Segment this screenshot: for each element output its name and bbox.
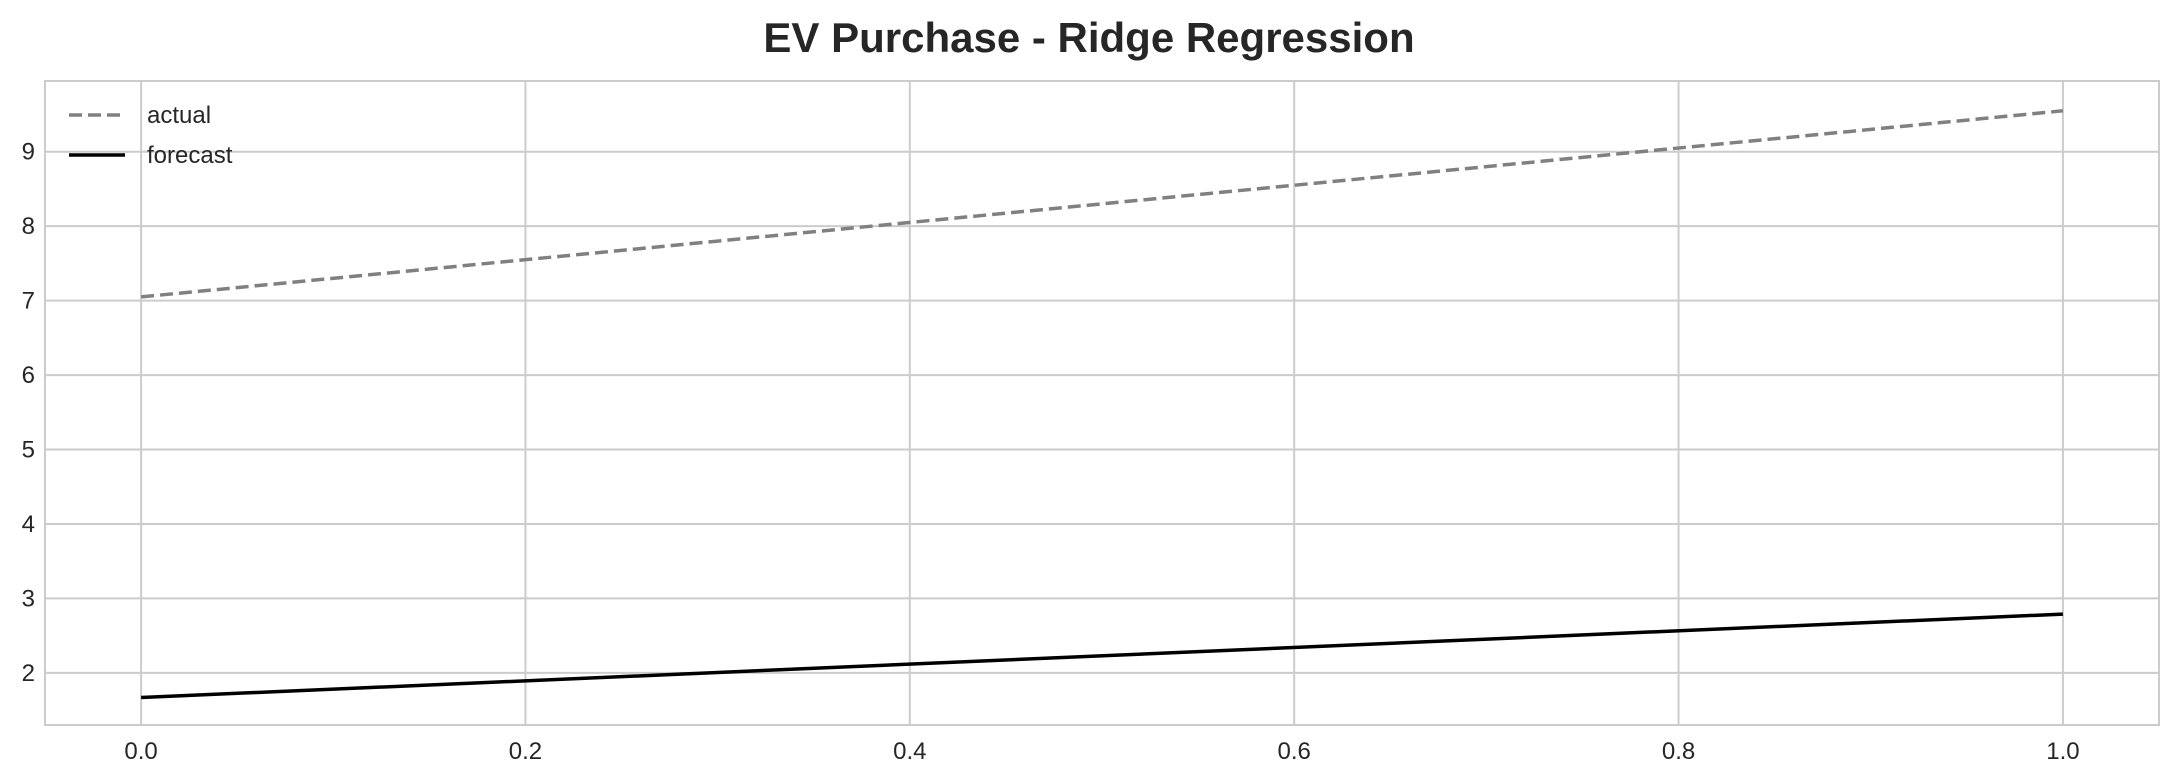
y-tick-label: 4 (22, 511, 35, 538)
grid-lines (45, 81, 2159, 725)
y-tick-label: 3 (22, 585, 35, 612)
y-tick-label: 6 (22, 362, 35, 389)
x-tick-label: 0.8 (1662, 738, 1695, 765)
x-tick-label: 0.6 (1277, 738, 1310, 765)
y-tick-label: 9 (22, 139, 35, 166)
series-line-actual (140, 109, 2064, 299)
chart-title: EV Purchase - Ridge Regression (763, 14, 1414, 61)
y-tick-label: 8 (22, 213, 35, 240)
legend-label-actual: actual (147, 102, 211, 129)
legend-label-forecast: forecast (147, 142, 233, 169)
tick-labels: 0.0 0.2 0.4 0.6 0.8 1.0 2 3 4 5 6 7 8 9 (22, 139, 2080, 765)
x-tick-label: 1.0 (2046, 738, 2079, 765)
x-tick-label: 0.4 (893, 738, 926, 765)
series-line-forecast (141, 612, 2063, 700)
y-tick-label: 2 (22, 660, 35, 687)
legend: actual forecast (69, 102, 233, 169)
y-tick-label: 7 (22, 288, 35, 315)
series-layer (140, 109, 2064, 700)
x-tick-label: 0.0 (124, 738, 157, 765)
y-tick-label: 5 (22, 437, 35, 464)
x-tick-label: 0.2 (509, 738, 542, 765)
plot-area (44, 80, 2160, 726)
